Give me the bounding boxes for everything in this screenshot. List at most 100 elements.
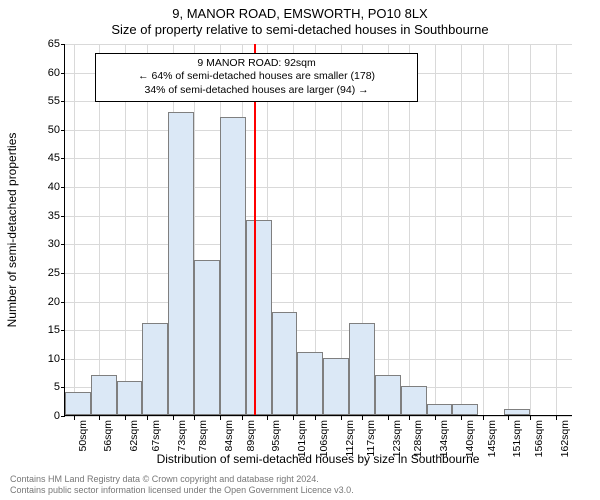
histogram-bar <box>452 404 478 415</box>
x-tick-label: 145sqm <box>486 420 498 457</box>
x-tick-label: 156sqm <box>533 420 545 457</box>
x-tick-mark <box>99 416 100 420</box>
y-tick-mark <box>61 101 65 102</box>
x-tick-label: 106sqm <box>318 420 330 457</box>
y-tick-label: 30 <box>20 238 60 250</box>
grid-line-horizontal <box>65 273 572 274</box>
x-tick-mark <box>125 416 126 420</box>
x-tick-label: 140sqm <box>464 420 476 457</box>
x-tick-mark <box>147 416 148 420</box>
x-tick-mark <box>194 416 195 420</box>
y-tick-mark <box>61 44 65 45</box>
x-tick-label: 162sqm <box>559 420 571 457</box>
x-tick-label: 89sqm <box>245 420 257 452</box>
chart-title-line1: 9, MANOR ROAD, EMSWORTH, PO10 8LX <box>0 6 600 21</box>
histogram-bar <box>194 260 220 415</box>
y-tick-mark <box>61 330 65 331</box>
y-tick-label: 65 <box>20 38 60 50</box>
grid-line-vertical <box>530 44 531 415</box>
x-tick-label: 117sqm <box>365 420 377 457</box>
grid-line-vertical <box>508 44 509 415</box>
histogram-bar <box>375 375 401 415</box>
grid-line-vertical <box>435 44 436 415</box>
x-tick-mark <box>293 416 294 420</box>
y-axis-label: Number of semi-detached properties <box>4 44 20 416</box>
x-tick-mark <box>315 416 316 420</box>
y-tick-mark <box>61 416 65 417</box>
x-tick-mark <box>435 416 436 420</box>
y-tick-label: 60 <box>20 67 60 79</box>
grid-line-horizontal <box>65 187 572 188</box>
histogram-bar <box>246 220 272 415</box>
histogram-bar <box>91 375 117 415</box>
x-tick-mark <box>461 416 462 420</box>
grid-line-horizontal <box>65 416 572 417</box>
histogram-bar <box>427 404 453 415</box>
x-tick-label: 134sqm <box>438 420 450 457</box>
grid-line-horizontal <box>65 244 572 245</box>
y-tick-label: 15 <box>20 324 60 336</box>
x-tick-label: 101sqm <box>296 420 308 457</box>
y-tick-label: 20 <box>20 296 60 308</box>
grid-line-horizontal <box>65 216 572 217</box>
y-tick-mark <box>61 244 65 245</box>
x-tick-mark <box>362 416 363 420</box>
x-tick-mark <box>508 416 509 420</box>
grid-line-vertical <box>483 44 484 415</box>
x-tick-mark <box>242 416 243 420</box>
x-tick-label: 128sqm <box>412 420 424 457</box>
y-tick-mark <box>61 216 65 217</box>
annotation-line: ← 64% of semi-detached houses are smalle… <box>104 70 409 84</box>
histogram-bar <box>272 312 298 415</box>
y-tick-label: 10 <box>20 353 60 365</box>
grid-line-horizontal <box>65 302 572 303</box>
histogram-bar <box>117 381 143 415</box>
x-tick-label: 123sqm <box>391 420 403 457</box>
x-tick-mark <box>556 416 557 420</box>
y-tick-label: 25 <box>20 267 60 279</box>
x-tick-label: 73sqm <box>176 420 188 452</box>
y-tick-label: 55 <box>20 95 60 107</box>
x-tick-mark <box>267 416 268 420</box>
x-tick-label: 62sqm <box>128 420 140 452</box>
grid-line-horizontal <box>65 158 572 159</box>
x-tick-mark <box>220 416 221 420</box>
y-tick-mark <box>61 387 65 388</box>
x-tick-mark <box>74 416 75 420</box>
grid-line-vertical <box>461 44 462 415</box>
histogram-bar <box>323 358 349 415</box>
x-tick-label: 67sqm <box>150 420 162 452</box>
plot-area: 9 MANOR ROAD: 92sqm← 64% of semi-detache… <box>64 44 572 416</box>
x-tick-mark <box>483 416 484 420</box>
y-tick-label: 35 <box>20 210 60 222</box>
y-tick-mark <box>61 302 65 303</box>
annotation-line: 9 MANOR ROAD: 92sqm <box>104 57 409 71</box>
grid-line-horizontal <box>65 44 572 45</box>
histogram-bar <box>401 386 427 415</box>
y-tick-label: 40 <box>20 181 60 193</box>
y-tick-label: 50 <box>20 124 60 136</box>
y-tick-mark <box>61 273 65 274</box>
histogram-bar <box>142 323 168 415</box>
x-tick-mark <box>530 416 531 420</box>
x-tick-label: 84sqm <box>223 420 235 452</box>
x-tick-label: 56sqm <box>102 420 114 452</box>
grid-line-horizontal <box>65 130 572 131</box>
grid-line-vertical <box>74 44 75 415</box>
y-tick-mark <box>61 359 65 360</box>
annotation-line: 34% of semi-detached houses are larger (… <box>104 84 409 98</box>
y-tick-label: 45 <box>20 152 60 164</box>
x-tick-label: 95sqm <box>270 420 282 452</box>
y-tick-mark <box>61 158 65 159</box>
x-tick-label: 50sqm <box>77 420 89 452</box>
y-tick-label: 0 <box>20 410 60 422</box>
x-tick-mark <box>341 416 342 420</box>
histogram-bar <box>168 112 194 415</box>
histogram-bar <box>297 352 323 415</box>
x-tick-label: 112sqm <box>344 420 356 457</box>
y-tick-mark <box>61 73 65 74</box>
histogram-bar <box>504 409 530 415</box>
x-tick-mark <box>409 416 410 420</box>
x-tick-label: 78sqm <box>197 420 209 452</box>
footer-attribution: Contains HM Land Registry data © Crown c… <box>10 474 354 496</box>
